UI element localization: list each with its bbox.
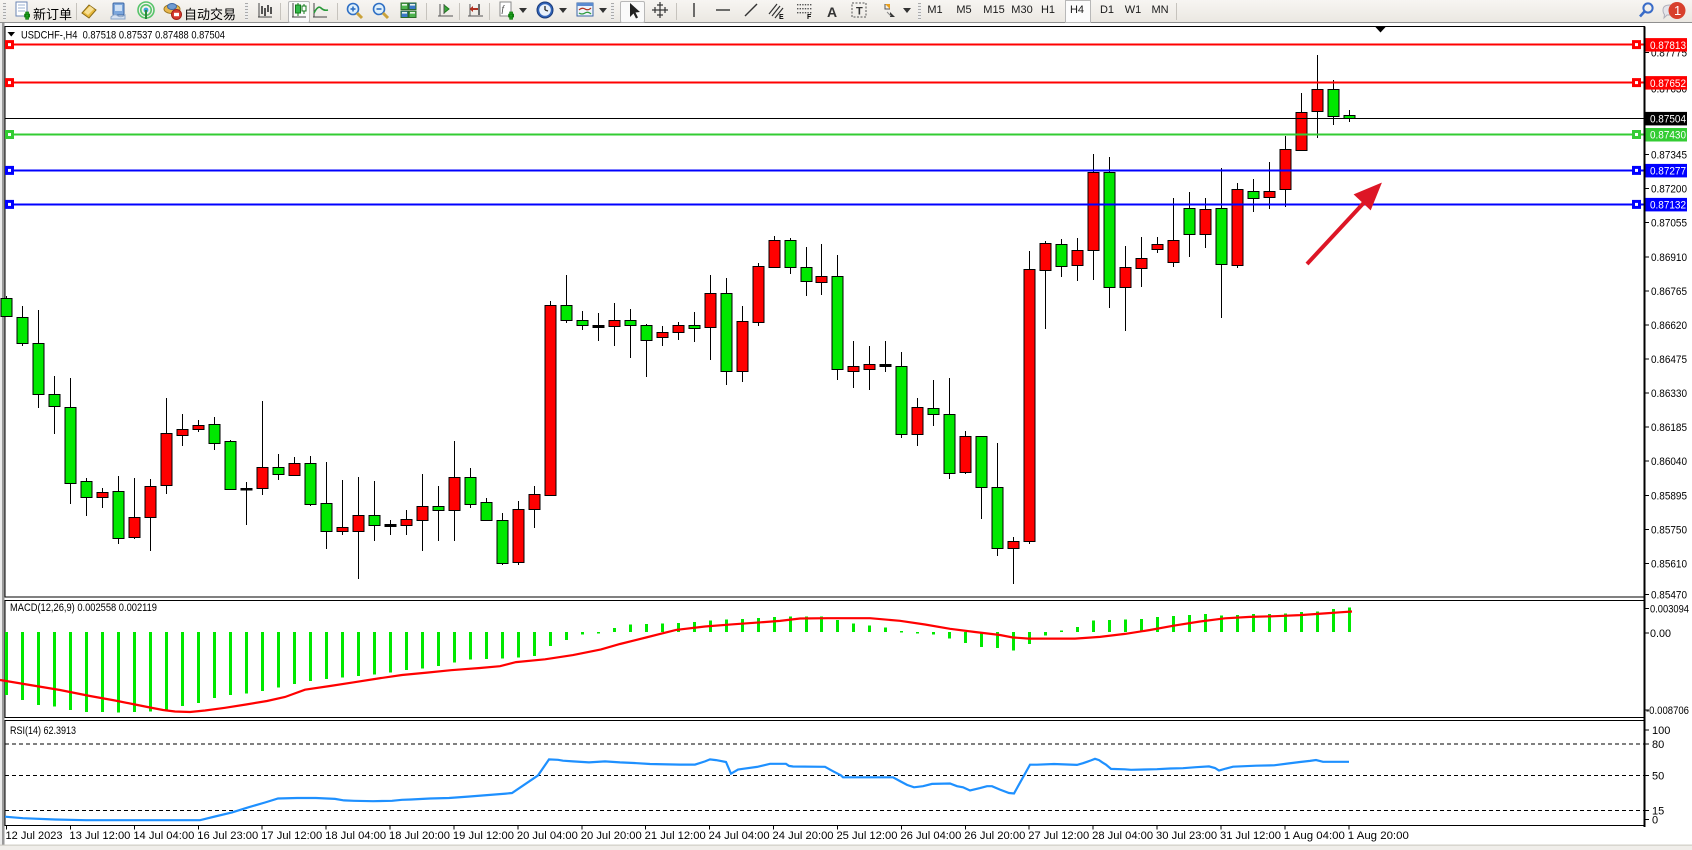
svg-text:24 Jul 04:00: 24 Jul 04:00 [709, 830, 770, 842]
svg-text:0.86620: 0.86620 [1651, 320, 1687, 332]
svg-text:0.86475: 0.86475 [1651, 354, 1687, 366]
svg-text:f: f [502, 4, 506, 14]
svg-text:0.87055: 0.87055 [1651, 218, 1687, 230]
svg-text:19 Jul 12:00: 19 Jul 12:00 [453, 830, 514, 842]
svg-text:31 Jul 12:00: 31 Jul 12:00 [1220, 830, 1281, 842]
svg-text:-0.008706: -0.008706 [1646, 705, 1689, 717]
svg-text:20 Jul 20:00: 20 Jul 20:00 [581, 830, 642, 842]
svg-text:0.87200: 0.87200 [1651, 184, 1687, 196]
svg-text:26 Jul 20:00: 26 Jul 20:00 [964, 830, 1025, 842]
svg-text:16 Jul 23:00: 16 Jul 23:00 [197, 830, 258, 842]
svg-text:0.86040: 0.86040 [1651, 456, 1687, 468]
svg-text:0.86185: 0.86185 [1651, 422, 1687, 434]
svg-text:0.86910: 0.86910 [1651, 252, 1687, 264]
svg-text:20 Jul 04:00: 20 Jul 04:00 [517, 830, 578, 842]
svg-text:100: 100 [1652, 725, 1670, 737]
svg-text:25 Jul 12:00: 25 Jul 12:00 [836, 830, 897, 842]
svg-text:24 Jul 20:00: 24 Jul 20:00 [773, 830, 834, 842]
svg-text:18 Jul 20:00: 18 Jul 20:00 [389, 830, 450, 842]
svg-text:0.00: 0.00 [1650, 628, 1671, 640]
svg-text:0.87277: 0.87277 [1650, 166, 1686, 178]
svg-text:0.87813: 0.87813 [1650, 40, 1686, 52]
svg-text:50: 50 [1652, 770, 1664, 782]
svg-text:21 Jul 12:00: 21 Jul 12:00 [645, 830, 706, 842]
svg-text:17 Jul 12:00: 17 Jul 12:00 [261, 830, 322, 842]
svg-text:RSI(14) 62.3913: RSI(14) 62.3913 [10, 725, 76, 737]
svg-text:0.87345: 0.87345 [1651, 150, 1687, 162]
svg-text:28 Jul 04:00: 28 Jul 04:00 [1092, 830, 1153, 842]
svg-text:MACD(12,26,9) 0.002558 0.00211: MACD(12,26,9) 0.002558 0.002119 [10, 602, 157, 614]
svg-text:0.87504: 0.87504 [1650, 114, 1686, 126]
svg-text:1 Aug 04:00: 1 Aug 04:00 [1284, 830, 1345, 842]
svg-text:0.85610: 0.85610 [1651, 558, 1687, 570]
svg-text:0.87132: 0.87132 [1650, 200, 1686, 212]
svg-text:13 Jul 12:00: 13 Jul 12:00 [69, 830, 130, 842]
svg-text:1: 1 [1674, 3, 1681, 18]
svg-text:E: E [779, 14, 784, 21]
svg-text:USDCHF-,H4 0.87518 0.87537 0.: USDCHF-,H4 0.87518 0.87537 0.87488 0.875… [21, 30, 225, 42]
svg-text:12 Jul 2023: 12 Jul 2023 [6, 830, 63, 842]
svg-text:0.85750: 0.85750 [1651, 524, 1687, 536]
svg-text:0.85470: 0.85470 [1651, 590, 1687, 602]
svg-text:F: F [807, 14, 812, 21]
svg-text:0.85895: 0.85895 [1651, 490, 1687, 502]
svg-text:14 Jul 04:00: 14 Jul 04:00 [133, 830, 194, 842]
svg-text:30 Jul 23:00: 30 Jul 23:00 [1156, 830, 1217, 842]
svg-text:T: T [856, 6, 863, 18]
svg-text:18 Jul 04:00: 18 Jul 04:00 [325, 830, 386, 842]
svg-text:26 Jul 04:00: 26 Jul 04:00 [900, 830, 961, 842]
svg-text:0.87430: 0.87430 [1650, 130, 1686, 142]
svg-text:0.86330: 0.86330 [1651, 388, 1687, 400]
svg-text:0.87652: 0.87652 [1650, 78, 1686, 90]
svg-text:0: 0 [1652, 815, 1658, 827]
svg-text:1 Aug 20:00: 1 Aug 20:00 [1348, 830, 1409, 842]
svg-text:80: 80 [1652, 739, 1664, 751]
svg-text:15: 15 [1652, 806, 1664, 818]
svg-text:27 Jul 12:00: 27 Jul 12:00 [1028, 830, 1089, 842]
svg-text:0.003094: 0.003094 [1650, 604, 1689, 616]
svg-text:0.86765: 0.86765 [1651, 286, 1687, 298]
